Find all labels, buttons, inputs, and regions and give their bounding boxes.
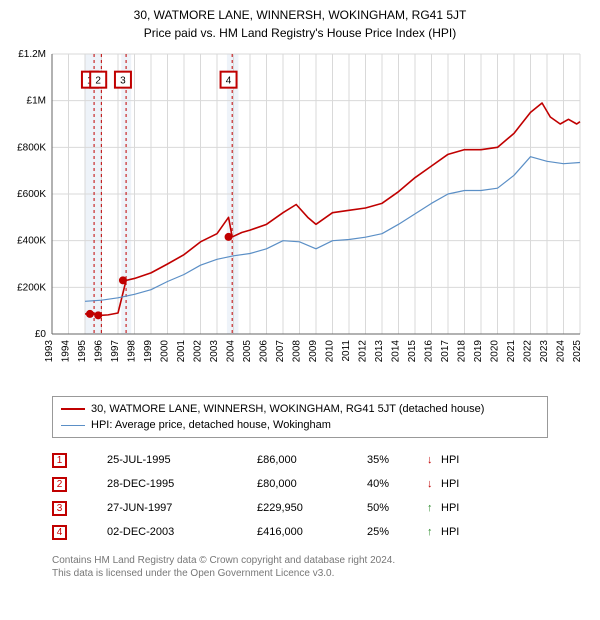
svg-text:£200K: £200K	[17, 282, 46, 293]
transaction-date: 28-DEC-1995	[107, 478, 257, 490]
svg-text:1995: 1995	[77, 340, 88, 363]
transaction-pct: 25%	[367, 526, 427, 538]
legend: 30, WATMORE LANE, WINNERSH, WOKINGHAM, R…	[52, 396, 548, 438]
svg-text:1997: 1997	[110, 340, 121, 363]
svg-text:2017: 2017	[440, 340, 451, 363]
svg-text:2011: 2011	[341, 340, 352, 362]
svg-text:2012: 2012	[358, 340, 369, 363]
svg-text:2022: 2022	[523, 340, 534, 363]
transaction-row: 2 28-DEC-1995£80,00040%↓HPI	[52, 472, 548, 496]
transaction-price: £229,950	[257, 502, 367, 514]
transaction-pct: 35%	[367, 454, 427, 466]
svg-text:2003: 2003	[209, 340, 220, 363]
svg-text:2014: 2014	[391, 340, 402, 363]
chart-container: 30, WATMORE LANE, WINNERSH, WOKINGHAM, R…	[0, 0, 600, 588]
svg-text:3: 3	[120, 76, 126, 87]
arrow-icon: ↓	[427, 454, 441, 466]
svg-text:2018: 2018	[457, 340, 468, 363]
svg-text:2016: 2016	[424, 340, 435, 363]
transactions-table: 125-JUL-1995£86,00035%↓HPI228-DEC-1995£8…	[52, 448, 548, 544]
transaction-price: £86,000	[257, 454, 367, 466]
svg-text:2009: 2009	[308, 340, 319, 363]
svg-text:2015: 2015	[407, 340, 418, 363]
svg-text:2008: 2008	[292, 340, 303, 363]
transaction-hpi-label: HPI	[441, 526, 459, 538]
svg-text:2021: 2021	[506, 340, 517, 363]
svg-text:1994: 1994	[61, 340, 72, 363]
legend-label: HPI: Average price, detached house, Woki…	[91, 419, 331, 431]
svg-text:1996: 1996	[94, 340, 105, 363]
svg-text:£400K: £400K	[17, 236, 46, 247]
svg-text:1998: 1998	[127, 340, 138, 363]
svg-text:£600K: £600K	[17, 189, 46, 200]
svg-text:2019: 2019	[473, 340, 484, 363]
transaction-hpi-label: HPI	[441, 502, 459, 514]
chart-title: 30, WATMORE LANE, WINNERSH, WOKINGHAM, R…	[10, 8, 590, 22]
transaction-price: £80,000	[257, 478, 367, 490]
svg-text:2004: 2004	[226, 340, 237, 363]
transaction-marker: 3	[52, 501, 67, 516]
svg-text:4: 4	[226, 76, 232, 87]
svg-text:1993: 1993	[44, 340, 55, 363]
svg-text:2005: 2005	[242, 340, 253, 363]
svg-text:£1.2M: £1.2M	[18, 49, 46, 60]
svg-text:2000: 2000	[160, 340, 171, 363]
transaction-row: 1 25-JUL-1995£86,00035%↓HPI	[52, 448, 548, 472]
legend-swatch	[61, 408, 85, 410]
legend-item: HPI: Average price, detached house, Woki…	[61, 417, 539, 433]
legend-item: 30, WATMORE LANE, WINNERSH, WOKINGHAM, R…	[61, 401, 539, 417]
transaction-date: 25-JUL-1995	[107, 454, 257, 466]
transaction-row: 4 02-DEC-2003£416,00025%↑HPI	[52, 520, 548, 544]
legend-swatch	[61, 425, 85, 426]
svg-text:2025: 2025	[572, 340, 583, 363]
svg-text:1999: 1999	[143, 340, 154, 363]
price-chart: 1234£0£200K£400K£600K£800K£1M£1.2M199319…	[10, 48, 590, 378]
svg-text:2020: 2020	[490, 340, 501, 363]
transaction-marker: 4	[52, 525, 67, 540]
svg-text:2013: 2013	[374, 340, 385, 363]
transaction-pct: 50%	[367, 502, 427, 514]
svg-text:2023: 2023	[539, 340, 550, 363]
transaction-marker: 2	[52, 477, 67, 492]
svg-text:£0: £0	[35, 329, 47, 340]
transaction-row: 3 27-JUN-1997£229,95050%↑HPI	[52, 496, 548, 520]
arrow-icon: ↓	[427, 478, 441, 490]
transaction-hpi-label: HPI	[441, 454, 459, 466]
chart-subtitle: Price paid vs. HM Land Registry's House …	[10, 26, 590, 40]
transaction-marker: 1	[52, 453, 67, 468]
legend-label: 30, WATMORE LANE, WINNERSH, WOKINGHAM, R…	[91, 403, 484, 415]
arrow-icon: ↑	[427, 526, 441, 538]
transaction-date: 02-DEC-2003	[107, 526, 257, 538]
footer-line: This data is licensed under the Open Gov…	[52, 567, 590, 580]
svg-text:£1M: £1M	[27, 96, 46, 107]
transaction-hpi-label: HPI	[441, 478, 459, 490]
footer-attribution: Contains HM Land Registry data © Crown c…	[52, 554, 590, 580]
transaction-pct: 40%	[367, 478, 427, 490]
svg-text:2006: 2006	[259, 340, 270, 363]
svg-text:2001: 2001	[176, 340, 187, 363]
svg-text:2002: 2002	[193, 340, 204, 363]
svg-text:£800K: £800K	[17, 142, 46, 153]
svg-text:2024: 2024	[556, 340, 567, 363]
footer-line: Contains HM Land Registry data © Crown c…	[52, 554, 590, 567]
svg-text:2007: 2007	[275, 340, 286, 363]
arrow-icon: ↑	[427, 502, 441, 514]
svg-text:2010: 2010	[325, 340, 336, 363]
transaction-price: £416,000	[257, 526, 367, 538]
transaction-date: 27-JUN-1997	[107, 502, 257, 514]
svg-text:2: 2	[95, 76, 101, 87]
